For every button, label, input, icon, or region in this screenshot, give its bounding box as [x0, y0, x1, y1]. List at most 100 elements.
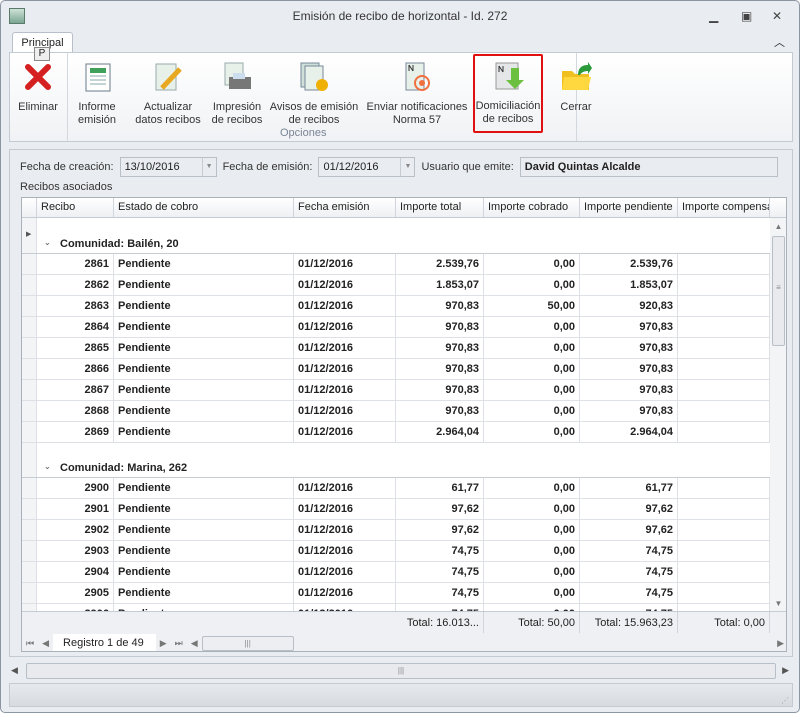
- scroll-right-icon[interactable]: ▶: [782, 665, 789, 675]
- informe-button[interactable]: Informe emisión: [72, 57, 122, 131]
- column-header[interactable]: Importe pendiente: [580, 198, 678, 217]
- minimize-button[interactable]: ▁: [709, 9, 719, 23]
- table-row[interactable]: 2903 Pendiente 01/12/2016 74,75 0,00 74,75: [22, 541, 770, 562]
- column-header[interactable]: Recibo: [37, 198, 114, 217]
- cell: 0,00: [484, 478, 580, 498]
- impresion-button[interactable]: Impresión de recibos: [208, 57, 266, 131]
- cell: 0,00: [484, 499, 580, 519]
- scroll-right-icon[interactable]: ▶: [777, 637, 784, 648]
- scroll-up-icon[interactable]: ▲: [774, 222, 783, 231]
- cell: Pendiente: [114, 338, 294, 358]
- chevron-down-icon[interactable]: ▼: [201, 158, 216, 176]
- table-row[interactable]: 2901 Pendiente 01/12/2016 97,62 0,00 97,62: [22, 499, 770, 520]
- cell: 970,83: [396, 296, 484, 316]
- n19-download-icon: [492, 60, 524, 92]
- scrollbar-thumb[interactable]: |||: [26, 663, 776, 679]
- first-record-icon[interactable]: ⏮: [26, 637, 35, 648]
- group-label: Comunidad: Marina, 262: [60, 462, 188, 474]
- column-header[interactable]: Importe compensado: [678, 198, 770, 217]
- button-label: emisión: [78, 114, 116, 126]
- cell: 2864: [37, 317, 114, 337]
- domiciliacion-button[interactable]: Domiciliación de recibos: [473, 54, 543, 133]
- chevron-down-icon[interactable]: ▼: [400, 158, 414, 176]
- cell: 01/12/2016: [294, 499, 396, 519]
- actualizar-button[interactable]: Actualizar datos recibos: [130, 57, 206, 131]
- table-row[interactable]: 2865 Pendiente 01/12/2016 970,83 0,00 970,83: [22, 338, 770, 359]
- cell: Pendiente: [114, 478, 294, 498]
- cell: 920,83: [580, 296, 678, 316]
- column-header[interactable]: Fecha emisión: [294, 198, 396, 217]
- vertical-scrollbar[interactable]: ▲ ≡ ▼: [770, 218, 786, 611]
- total-importe-total: Total: 16.013...: [396, 612, 484, 633]
- cell: 01/12/2016: [294, 478, 396, 498]
- notificaciones-button[interactable]: Enviar notificaciones Norma 57: [364, 57, 470, 131]
- table-row[interactable]: 2900 Pendiente 01/12/2016 61,77 0,00 61,77: [22, 478, 770, 499]
- cell: 0,00: [484, 275, 580, 295]
- total-importe-cobrado: Total: 50,00: [484, 612, 580, 633]
- fecha-emision-field[interactable]: 01/12/2016 ▼: [318, 157, 416, 177]
- scroll-left-icon[interactable]: ◀: [190, 637, 198, 648]
- table-row[interactable]: 2869 Pendiente 01/12/2016 2.964,04 0,00 2.964…: [22, 422, 770, 443]
- button-label: datos recibos: [135, 114, 201, 126]
- collapse-ribbon-icon[interactable]: ︿: [774, 37, 785, 49]
- cerrar-button[interactable]: Cerrar: [552, 57, 600, 131]
- grid-header: Recibo Estado de cobro Fecha emisión Import…: [22, 198, 786, 218]
- usuario-field[interactable]: David Quintas Alcalde: [519, 157, 778, 177]
- horizontal-scrollbar-thumb[interactable]: |||: [201, 635, 294, 651]
- table-row[interactable]: 2902 Pendiente 01/12/2016 97,62 0,00 97,62: [22, 520, 770, 541]
- table-row[interactable]: 2867 Pendiente 01/12/2016 970,83 0,00 970,83: [22, 380, 770, 401]
- cell: 97,62: [396, 499, 484, 519]
- cell: Pendiente: [114, 422, 294, 442]
- table-row[interactable]: 2864 Pendiente 01/12/2016 970,83 0,00 970,83: [22, 317, 770, 338]
- table-row[interactable]: 2866 Pendiente 01/12/2016 970,83 0,00 970,83: [22, 359, 770, 380]
- column-header[interactable]: Importe cobrado: [484, 198, 580, 217]
- app-icon: [9, 8, 25, 24]
- cell: Pendiente: [114, 562, 294, 582]
- table-row[interactable]: 2868 Pendiente 01/12/2016 970,83 0,00 970,83: [22, 401, 770, 422]
- group-row[interactable]: ⌄ Comunidad: Bailén, 20: [22, 234, 770, 254]
- scroll-left-icon[interactable]: ◀: [11, 665, 18, 675]
- cell: 74,75: [580, 583, 678, 603]
- grid-navigator: ⏮ ◀ Registro 1 de 49 ▶ ⏭ ◀ ||| ▶: [22, 633, 786, 651]
- cell: 2.964,04: [580, 422, 678, 442]
- avisos-button[interactable]: Avisos de emisión de recibos: [266, 57, 362, 131]
- next-record-icon[interactable]: ▶: [159, 637, 167, 648]
- table-row[interactable]: 2904 Pendiente 01/12/2016 74,75 0,00 74,75: [22, 562, 770, 583]
- cell: Pendiente: [114, 499, 294, 519]
- close-button[interactable]: ✕: [772, 9, 783, 23]
- maximize-button[interactable]: ▣: [741, 9, 753, 23]
- scrollbar-thumb[interactable]: ≡: [772, 236, 785, 346]
- cell: 01/12/2016: [294, 520, 396, 540]
- form-row: Fecha de creación: 13/10/2016 ▼ Fecha de …: [20, 157, 778, 177]
- cell: 74,75: [396, 604, 484, 611]
- cell: Pendiente: [114, 296, 294, 316]
- cell: 97,62: [580, 499, 678, 519]
- last-record-icon[interactable]: ⏭: [174, 637, 183, 648]
- column-header[interactable]: Estado de cobro: [114, 198, 294, 217]
- total-importe-compensado: Total: 0,00: [678, 612, 770, 633]
- table-row[interactable]: 2862 Pendiente 01/12/2016 1.853,07 0,00 1.853…: [22, 275, 770, 296]
- usuario-label: Usuario que emite:: [421, 161, 514, 173]
- alert-documents-icon: [298, 61, 330, 93]
- column-header[interactable]: Importe total: [396, 198, 484, 217]
- title-bar: Emisión de recibo de horizontal - Id. 27…: [1, 1, 799, 31]
- scroll-down-icon[interactable]: ▼: [774, 599, 783, 608]
- collapse-group-icon[interactable]: ⌄: [44, 238, 51, 247]
- cell: 2900: [37, 478, 114, 498]
- prev-record-icon[interactable]: ◀: [42, 637, 50, 648]
- table-row[interactable]: 2861 Pendiente 01/12/2016 2.539,76 0,00 2.539…: [22, 254, 770, 275]
- table-row[interactable]: 2863 Pendiente 01/12/2016 970,83 50,00 920,83: [22, 296, 770, 317]
- table-row[interactable]: 2905 Pendiente 01/12/2016 74,75 0,00 74,75: [22, 583, 770, 604]
- group-row[interactable]: ⌄ Comunidad: Marina, 262: [22, 458, 770, 478]
- window-title: Emisión de recibo de horizontal - Id. 27…: [292, 9, 508, 23]
- eliminar-button[interactable]: Eliminar: [12, 57, 64, 131]
- fecha-creacion-field[interactable]: 13/10/2016 ▼: [119, 157, 217, 177]
- cell: 2861: [37, 254, 114, 274]
- tab-principal[interactable]: Principal: [12, 32, 73, 54]
- resize-grip-icon[interactable]: ⋰: [781, 696, 789, 705]
- collapse-group-icon[interactable]: ⌄: [44, 462, 51, 471]
- cell: 0,00: [484, 604, 580, 611]
- fecha-emision-label: Fecha de emisión:: [222, 161, 313, 173]
- panel-horizontal-scrollbar[interactable]: ◀ ||| ▶: [9, 662, 793, 680]
